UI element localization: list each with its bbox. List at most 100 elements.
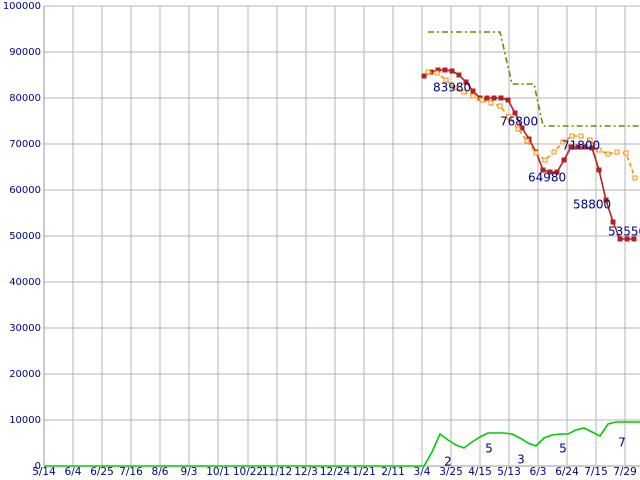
x-tick-label: 12/3 bbox=[294, 466, 318, 478]
data-point-label: 64980 bbox=[528, 171, 566, 185]
series-marker bbox=[488, 100, 494, 106]
series-marker bbox=[623, 150, 629, 156]
series-marker bbox=[470, 93, 476, 99]
y-tick-label: 20000 bbox=[9, 369, 41, 380]
x-tick-label: 7/29 bbox=[613, 466, 637, 478]
x-tick-label: 2/11 bbox=[381, 466, 405, 478]
data-point-label: 2 bbox=[444, 455, 452, 469]
y-tick-label: 50000 bbox=[9, 231, 41, 242]
data-point-label: 3 bbox=[517, 453, 525, 467]
series-marker bbox=[578, 133, 584, 139]
series-volume-green bbox=[44, 421, 640, 467]
series-marker bbox=[568, 144, 574, 150]
x-tick-label: 12/24 bbox=[320, 466, 351, 478]
series-marker bbox=[596, 147, 602, 153]
series-marker bbox=[449, 68, 455, 74]
series-marker bbox=[512, 110, 518, 116]
data-point-label: 5 bbox=[485, 442, 493, 456]
series-marker bbox=[610, 219, 616, 225]
series-marker bbox=[456, 72, 462, 78]
series-marker bbox=[484, 95, 490, 101]
series-marker bbox=[463, 79, 469, 85]
x-tick-label: 5/14 bbox=[32, 466, 56, 478]
x-tick-label: 3/25 bbox=[439, 466, 463, 478]
series-marker bbox=[443, 77, 449, 83]
series-marker bbox=[461, 89, 467, 95]
x-tick-label: 6/25 bbox=[90, 466, 114, 478]
series-marker bbox=[452, 85, 458, 91]
series-marker bbox=[624, 236, 630, 242]
series-marker bbox=[614, 149, 620, 155]
series-line bbox=[44, 421, 640, 467]
x-tick-label: 6/4 bbox=[65, 466, 82, 478]
data-point-label: 71800 bbox=[562, 139, 600, 153]
x-tick-label: 3/4 bbox=[414, 466, 431, 478]
series-marker bbox=[587, 137, 593, 143]
y-tick-label: 40000 bbox=[9, 277, 41, 288]
data-value-labels: 83980 76800 64980 71800 58800 53550 2 5 3 5 7 bbox=[433, 81, 640, 469]
series-marker bbox=[442, 67, 448, 73]
series-marker bbox=[479, 97, 485, 103]
y-tick-label: 10000 bbox=[9, 415, 41, 426]
data-point-label: 76800 bbox=[500, 115, 538, 129]
series-marker bbox=[421, 73, 427, 79]
x-tick-label: 6/24 bbox=[555, 466, 579, 478]
series-marker bbox=[434, 70, 440, 76]
y-tick-label: 80000 bbox=[9, 93, 41, 104]
y-tick-label: 0 bbox=[35, 461, 41, 472]
series-marker bbox=[582, 144, 588, 150]
series-marker bbox=[497, 103, 503, 109]
x-tick-label: 10/22 bbox=[233, 466, 263, 478]
x-tick-label: 6/3 bbox=[530, 466, 547, 478]
x-tick-label: 7/16 bbox=[119, 466, 143, 478]
data-point-label: 58800 bbox=[573, 198, 611, 212]
series-price-upper-orange bbox=[425, 69, 638, 181]
series-marker bbox=[542, 157, 548, 163]
series-layer bbox=[44, 31, 640, 467]
series-marker bbox=[605, 151, 611, 157]
x-tick-label: 8/6 bbox=[152, 466, 169, 478]
series-marker bbox=[515, 126, 521, 132]
x-tick-label: 4/15 bbox=[468, 466, 492, 478]
series-price-cap-olive bbox=[428, 31, 640, 127]
series-marker bbox=[505, 97, 511, 103]
series-marker bbox=[617, 236, 623, 242]
series-marker bbox=[632, 175, 638, 181]
x-tick-label: 10/1 bbox=[206, 466, 230, 478]
series-marker bbox=[560, 139, 566, 145]
series-marker bbox=[589, 145, 595, 151]
series-marker bbox=[491, 95, 497, 101]
data-point-label: 53550 bbox=[608, 225, 640, 239]
series-marker bbox=[551, 149, 557, 155]
x-tick-label: 11/12 bbox=[262, 466, 292, 478]
x-tick-label: 7/15 bbox=[584, 466, 608, 478]
data-point-label: 5 bbox=[559, 442, 567, 456]
y-tick-label: 60000 bbox=[9, 185, 41, 196]
series-marker bbox=[506, 114, 512, 120]
series-marker bbox=[533, 150, 539, 156]
series-marker bbox=[498, 95, 504, 101]
x-tick-label: 1/21 bbox=[352, 466, 376, 478]
series-marker bbox=[631, 236, 637, 242]
series-marker bbox=[524, 138, 530, 144]
series-marker bbox=[547, 169, 553, 175]
series-line bbox=[428, 31, 640, 127]
series-marker bbox=[470, 88, 476, 94]
series-marker bbox=[596, 167, 602, 173]
series-marker bbox=[569, 133, 575, 139]
series-marker bbox=[425, 69, 431, 75]
series-marker bbox=[554, 169, 560, 175]
data-point-label: 83980 bbox=[433, 81, 471, 95]
y-tick-label: 100000 bbox=[3, 1, 41, 12]
series-marker bbox=[561, 157, 567, 163]
series-marker bbox=[575, 144, 581, 150]
data-point-label: 7 bbox=[618, 436, 626, 450]
series-marker bbox=[603, 197, 609, 203]
x-tick-label: 5/13 bbox=[497, 466, 521, 478]
y-tick-label: 70000 bbox=[9, 139, 41, 150]
y-axis-tick-labels: 0 10000 20000 30000 40000 50000 60000 70000 8000… bbox=[3, 1, 41, 472]
